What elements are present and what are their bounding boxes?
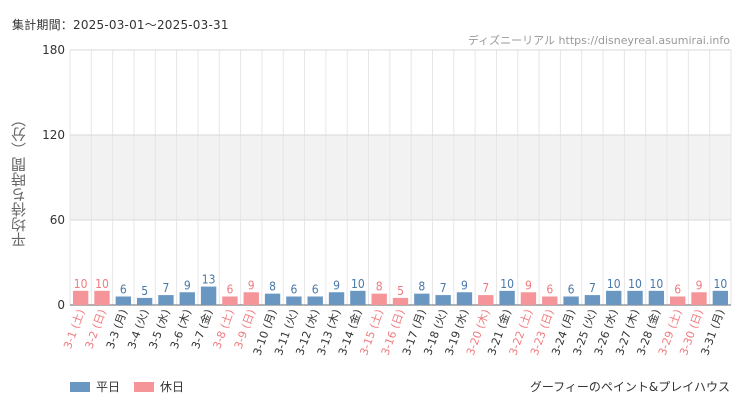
data-label: 6 (290, 283, 297, 297)
data-label: 10 (607, 277, 621, 291)
chart-legend: 平日 休日 (70, 378, 184, 395)
bar (563, 296, 579, 305)
data-label: 10 (628, 277, 642, 291)
bar (648, 290, 665, 305)
data-label: 10 (95, 277, 109, 291)
data-label: 9 (333, 278, 340, 292)
data-label: 6 (674, 283, 681, 297)
data-label: 6 (568, 283, 575, 297)
bar (712, 290, 729, 305)
bar (542, 296, 558, 305)
bar (328, 292, 345, 305)
legend-label-weekday: 平日 (96, 380, 121, 394)
data-label: 8 (418, 280, 425, 294)
data-label: 5 (141, 284, 148, 298)
data-label: 10 (74, 277, 88, 291)
bar (606, 290, 622, 305)
bar (200, 286, 217, 305)
bar (414, 293, 430, 305)
grid-band (70, 135, 731, 220)
bar (584, 295, 601, 305)
bar (435, 295, 451, 305)
data-label: 7 (589, 281, 596, 295)
legend-item-weekday: 平日 (70, 378, 120, 395)
bar (179, 292, 195, 305)
y-tick-label: 120 (42, 128, 65, 142)
bar (307, 296, 323, 305)
bar (136, 297, 153, 305)
bar (264, 293, 281, 305)
data-label: 9 (525, 278, 532, 292)
bar (115, 296, 131, 305)
data-label: 8 (269, 280, 276, 294)
data-label: 6 (226, 283, 233, 297)
bar (222, 296, 238, 305)
bar (286, 296, 302, 305)
data-label: 10 (351, 277, 365, 291)
bar (691, 292, 707, 305)
bar (456, 292, 473, 305)
bar (72, 290, 89, 305)
legend-label-holiday: 休日 (160, 380, 185, 394)
bar (392, 297, 409, 305)
bar (94, 290, 110, 305)
bar (670, 296, 686, 305)
data-label: 10 (650, 277, 664, 291)
data-label: 6 (312, 283, 319, 297)
y-tick-label: 60 (50, 213, 65, 227)
bar (371, 293, 387, 305)
data-label: 7 (440, 281, 447, 295)
bar (520, 292, 537, 305)
attraction-name: グーフィーのペイント&プレイハウス (529, 380, 730, 394)
data-label: 7 (163, 281, 170, 295)
aggregation-period: 集計期間：2025-03-01～2025-03-31 (12, 18, 229, 32)
data-label: 9 (461, 278, 468, 292)
data-label: 7 (482, 281, 489, 295)
legend-item-holiday: 休日 (134, 378, 184, 395)
data-label: 6 (546, 283, 553, 297)
y-tick-label: 0 (57, 298, 65, 312)
data-label: 9 (184, 278, 191, 292)
data-label: 9 (696, 278, 703, 292)
site-credit: ディズニーリアル https://disneyreal.asumirai.inf… (467, 34, 730, 47)
data-label: 6 (120, 283, 127, 297)
y-tick-label: 180 (42, 43, 65, 57)
data-label: 5 (397, 284, 404, 298)
bar (499, 290, 515, 305)
legend-swatch-weekday (70, 381, 90, 392)
bar (627, 290, 643, 305)
bar (158, 295, 174, 305)
bar (243, 292, 259, 305)
data-label: 13 (202, 273, 216, 287)
legend-swatch-holiday (134, 381, 155, 392)
data-label: 9 (248, 278, 255, 292)
data-label: 8 (376, 280, 383, 294)
bar (350, 290, 366, 305)
data-label: 10 (500, 277, 514, 291)
data-label: 10 (713, 277, 727, 291)
bar (478, 295, 494, 305)
